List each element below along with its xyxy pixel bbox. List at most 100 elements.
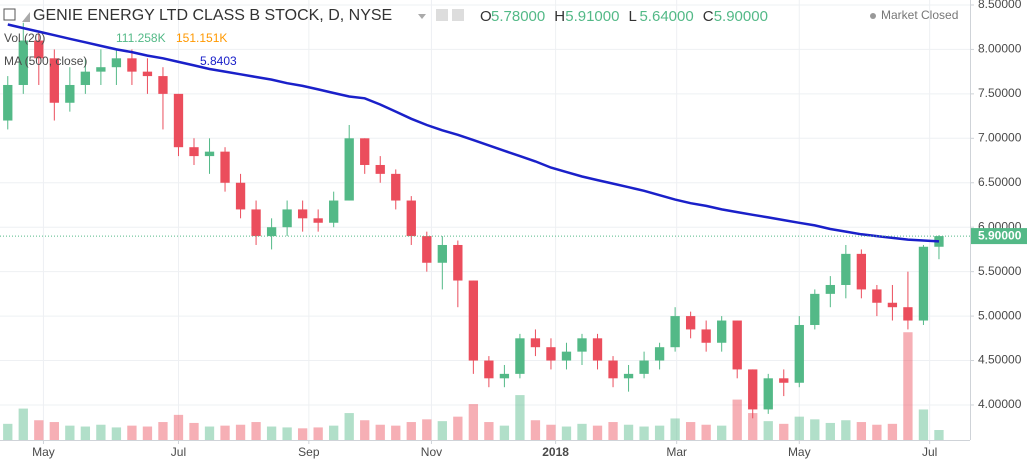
axes-layer: 4.000004.500005.000005.500006.000006.500…: [32, 0, 1027, 459]
volume-bar: [670, 418, 680, 440]
volume-bar: [748, 413, 758, 440]
volume-bar: [329, 425, 339, 440]
volume-bar: [158, 422, 168, 440]
ohlc-label: L: [628, 8, 636, 25]
candle-body: [3, 84, 13, 121]
candle-body: [717, 320, 727, 343]
y-tick-label: 7.00000: [978, 130, 1022, 144]
volume-bar: [406, 422, 416, 440]
y-tick-label: 6.50000: [978, 175, 1022, 189]
candle-body: [142, 71, 153, 77]
close-icon[interactable]: [452, 9, 464, 21]
x-tick-label: Sep: [298, 445, 320, 459]
candle-body: [499, 373, 510, 379]
volume-bar: [654, 425, 665, 440]
volume-bar: [592, 425, 603, 440]
volume-bar: [127, 425, 137, 440]
candle-body: [189, 147, 199, 157]
volume-legend-value: 111.258K: [116, 31, 166, 45]
candle-body: [546, 347, 556, 361]
candle-body: [887, 302, 898, 308]
ma-legend-value: 5.8403: [200, 54, 237, 68]
y-tick-label: 5.50000: [978, 264, 1022, 278]
legend-header: GENIE ENERGY LTD CLASS B STOCK, D, NYSE …: [3, 7, 958, 68]
volume-bar: [422, 419, 432, 440]
settings-icon[interactable]: [436, 9, 448, 21]
volume-bar: [530, 420, 541, 440]
ohlc-value: 5.64000: [639, 8, 693, 25]
candle-body: [592, 338, 603, 361]
candle-body: [204, 151, 215, 157]
last-price-label: 5.90000: [978, 228, 1022, 242]
volume-bar: [375, 424, 385, 440]
status-dot: [870, 13, 876, 19]
volume-bar: [934, 430, 944, 440]
candle-body: [235, 182, 246, 210]
x-tick-label: May: [788, 445, 811, 459]
volume-bar: [515, 395, 525, 440]
volume-bar: [49, 422, 59, 440]
candle-body: [127, 58, 137, 72]
x-tick-label: Mar: [666, 445, 687, 459]
volume-bar: [685, 422, 696, 440]
candle-body: [639, 360, 649, 374]
volume-bar: [484, 422, 494, 440]
volume-legend-name: Vol (20): [4, 31, 45, 45]
candle-body: [701, 329, 711, 343]
y-tick-label: 4.50000: [978, 353, 1022, 367]
volume-bar: [266, 426, 277, 440]
candle-body: [391, 173, 401, 201]
volume-bar: [732, 399, 742, 440]
candle-body: [484, 360, 494, 379]
volume-bar: [453, 416, 463, 440]
candle-body: [608, 360, 618, 379]
candle-body: [220, 151, 230, 183]
volume-bar: [499, 425, 510, 440]
volume-bar: [437, 421, 447, 440]
y-tick-label: 7.50000: [978, 86, 1022, 100]
ohlc-label: H: [554, 8, 565, 25]
dropdown-icon[interactable]: [418, 14, 426, 19]
volume-bar: [608, 422, 618, 440]
volume-bar: [887, 423, 898, 440]
candle-body: [266, 227, 277, 237]
candle-body: [406, 200, 416, 237]
volume-bar: [794, 416, 804, 440]
volume-bar: [701, 424, 711, 440]
candle-body: [670, 316, 680, 348]
volume-bar: [251, 422, 261, 440]
volume-bar: [173, 414, 184, 440]
ma-legend-name: MA (500, close): [4, 54, 87, 68]
candle-body: [810, 293, 820, 325]
volume-bar: [763, 421, 773, 440]
candle-body: [763, 378, 773, 410]
volume-bar: [561, 426, 572, 440]
candle-body: [34, 40, 44, 59]
volume-bar: [34, 420, 44, 440]
collapse-icon[interactable]: [3, 8, 16, 21]
last-price-marker: [971, 228, 1027, 245]
volume-bar: [577, 423, 587, 440]
volume-bar: [18, 408, 28, 440]
volume-bar: [468, 404, 479, 440]
ohlc-value: 5.90000: [714, 8, 768, 25]
x-tick-label: Jul: [922, 445, 937, 459]
candle-body: [65, 84, 75, 103]
candle-body: [313, 218, 323, 223]
volume-bar: [546, 424, 556, 440]
volume-bar: [297, 428, 308, 440]
x-tick-label: Nov: [421, 445, 442, 459]
candle-body: [515, 338, 525, 374]
candle-body: [623, 373, 634, 379]
volume-bar: [825, 422, 835, 440]
volume-bar: [810, 419, 820, 440]
candle-body: [422, 236, 432, 263]
market-status: Market Closed: [881, 8, 958, 22]
volume-bar: [96, 424, 106, 440]
candle-body: [282, 209, 292, 228]
grid: [0, 0, 970, 440]
candle-body: [856, 253, 867, 290]
symbol-icon: [22, 12, 30, 22]
